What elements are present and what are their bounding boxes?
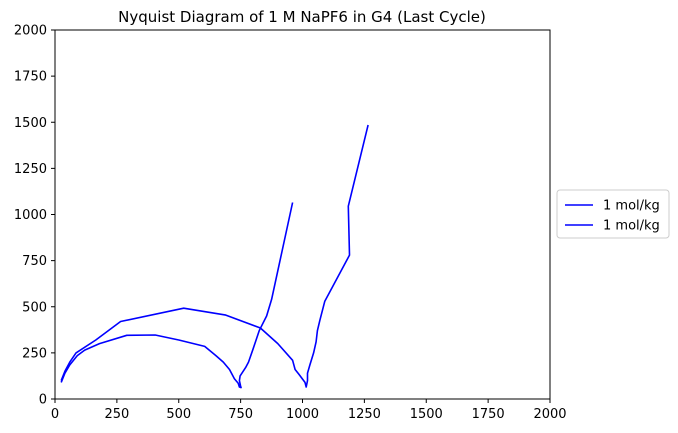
x-tick-label: 250 xyxy=(104,407,129,422)
x-tick-label: 1250 xyxy=(348,407,381,422)
legend: 1 mol/kg 1 mol/kg xyxy=(556,189,670,239)
y-tick-label: 0 xyxy=(39,393,47,408)
x-tick-label: 500 xyxy=(166,407,191,422)
plot-frame xyxy=(54,29,551,400)
y-tick-label: 500 xyxy=(22,300,47,315)
legend-label: 1 mol/kg xyxy=(603,199,660,214)
x-tick-label: 1000 xyxy=(286,407,319,422)
legend-label: 1 mol/kg xyxy=(603,219,660,234)
y-tick-label: 1500 xyxy=(14,116,47,131)
series-line-1 xyxy=(60,202,294,389)
y-tick-label: 1000 xyxy=(14,208,47,223)
series-layer xyxy=(60,124,369,389)
x-tick-label: 2000 xyxy=(533,407,566,422)
y-tick-label: 250 xyxy=(22,346,47,361)
y-tick-label: 2000 xyxy=(14,24,47,39)
x-tick-label: 750 xyxy=(228,407,253,422)
legend-box xyxy=(556,189,670,239)
chart-title: Nyquist Diagram of 1 M NaPF6 in G4 (Last… xyxy=(118,8,486,26)
x-tick-label: 1750 xyxy=(472,407,505,422)
y-tick-label: 1250 xyxy=(14,162,47,177)
y-tick-label: 1750 xyxy=(14,70,47,85)
x-axis: 0 250 500 750 1000 1250 1500 1750 2000 xyxy=(51,399,567,422)
y-tick-label: 750 xyxy=(22,254,47,269)
x-tick-label: 1500 xyxy=(410,407,443,422)
series-line-2 xyxy=(60,124,369,388)
x-tick-label: 0 xyxy=(51,407,59,422)
y-axis: 0 250 500 750 1000 1250 1500 1750 2000 xyxy=(14,24,55,408)
